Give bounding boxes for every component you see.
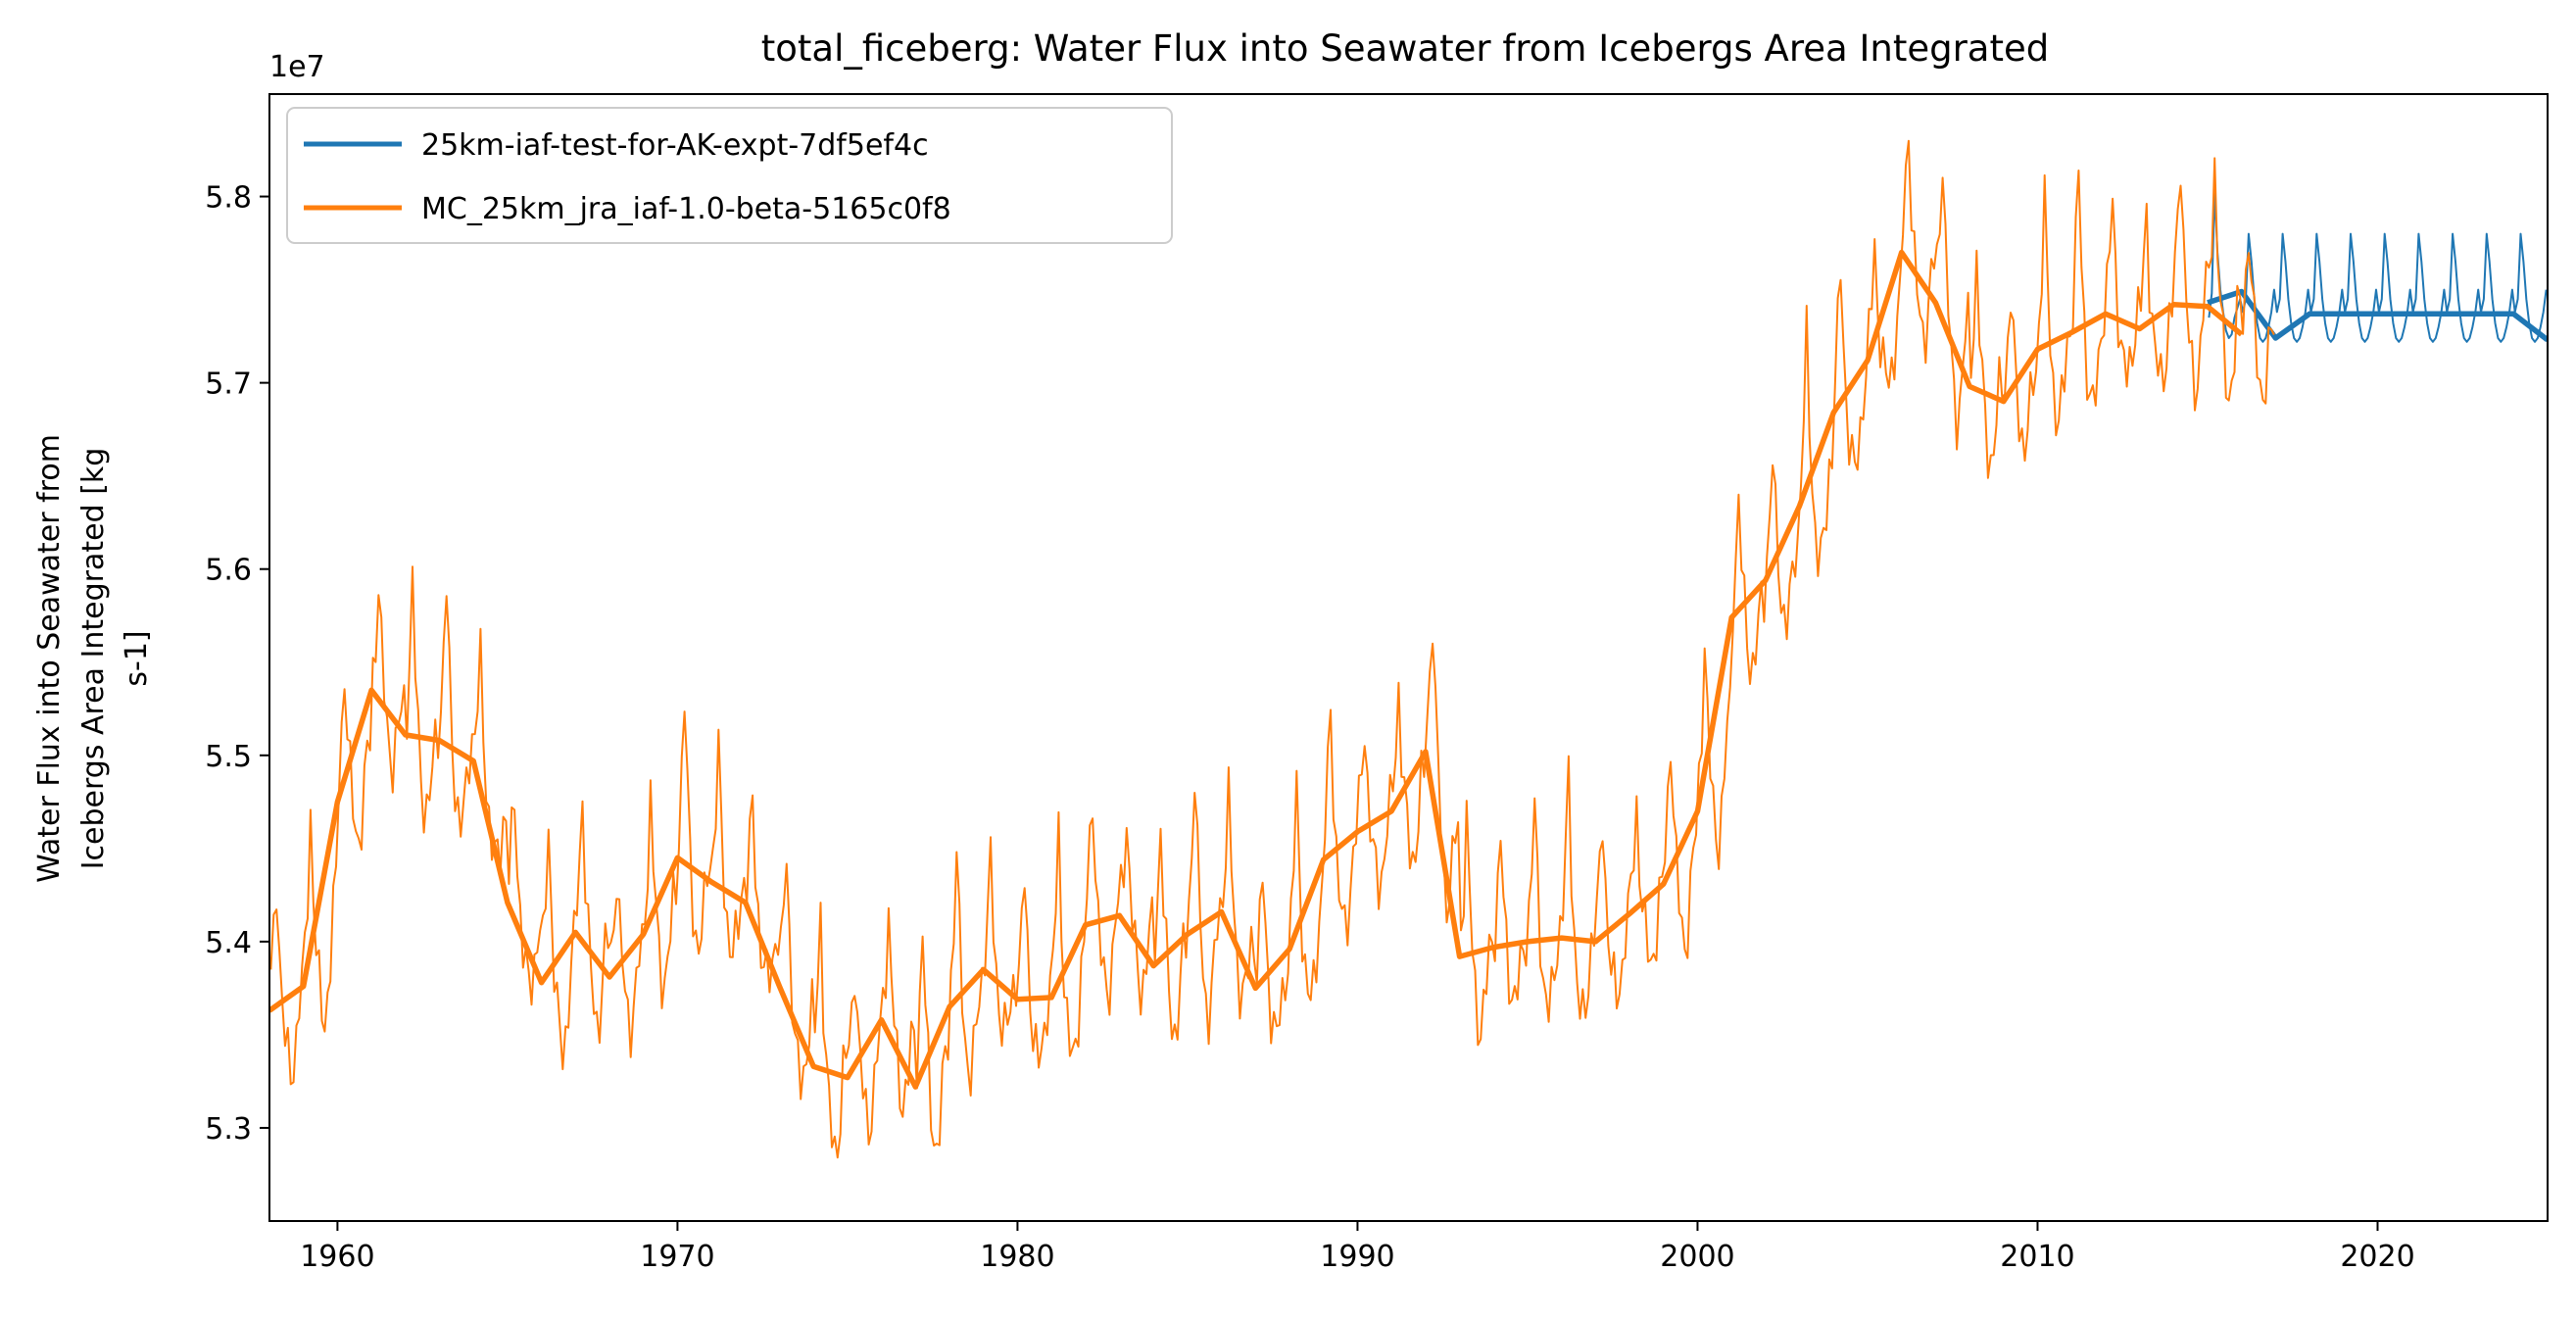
y-axis-label-line-3: s-1]: [120, 630, 154, 686]
y-scale-label: 1e7: [269, 50, 325, 84]
y-axis-label-line-1: Water Flux into Seawater from: [32, 434, 67, 883]
y-tick-label-5.7: 5.7: [205, 367, 252, 402]
x-axis-ticks: 1960 1970 1980 1990 2000 2010 2020: [300, 1221, 2415, 1274]
x-tick-label-1960: 1960: [300, 1240, 374, 1274]
series-25km-iaf-monthly-line: [2208, 191, 2548, 343]
series-mc-25km-jra-annual-line: [269, 249, 2244, 1090]
legend: 25km-iaf-test-for-AK-expt-7df5ef4c MC_25…: [286, 107, 1173, 244]
series-mc-25km-jra-monthly-line: [269, 139, 2275, 1159]
chart-title: total_ficeberg: Water Flux into Seawater…: [761, 27, 2049, 70]
legend-label-mc-25km-jra: MC_25km_jra_iaf-1.0-beta-5165c0f8: [421, 192, 951, 226]
legend-label-25km-iaf: 25km-iaf-test-for-AK-expt-7df5ef4c: [421, 128, 929, 163]
y-axis-label-line-2: Icebergs Area Integrated [kg: [76, 448, 111, 870]
y-tick-label-5.6: 5.6: [205, 554, 252, 588]
legend-box: [286, 107, 1173, 244]
y-axis-label: Water Flux into Seawater from Icebergs A…: [32, 434, 154, 883]
series-layer: [269, 139, 2548, 1159]
x-tick-label-1990: 1990: [1320, 1240, 1394, 1274]
x-tick-label-1980: 1980: [980, 1240, 1054, 1274]
y-tick-label-5.4: 5.4: [205, 926, 252, 960]
y-tick-label-5.8: 5.8: [205, 181, 252, 216]
y-tick-label-5.5: 5.5: [205, 740, 252, 774]
x-tick-label-2010: 2010: [2000, 1240, 2074, 1274]
y-axis-ticks: 5.3 5.4 5.5 5.6 5.7 5.8: [205, 181, 269, 1147]
y-tick-label-5.3: 5.3: [205, 1112, 252, 1147]
x-tick-label-2000: 2000: [1660, 1240, 1734, 1274]
plot-frame: [268, 93, 2549, 1222]
x-tick-label-2020: 2020: [2340, 1240, 2414, 1274]
x-tick-label-1970: 1970: [640, 1240, 714, 1274]
series-25km-iaf-annual-line: [2207, 288, 2548, 343]
